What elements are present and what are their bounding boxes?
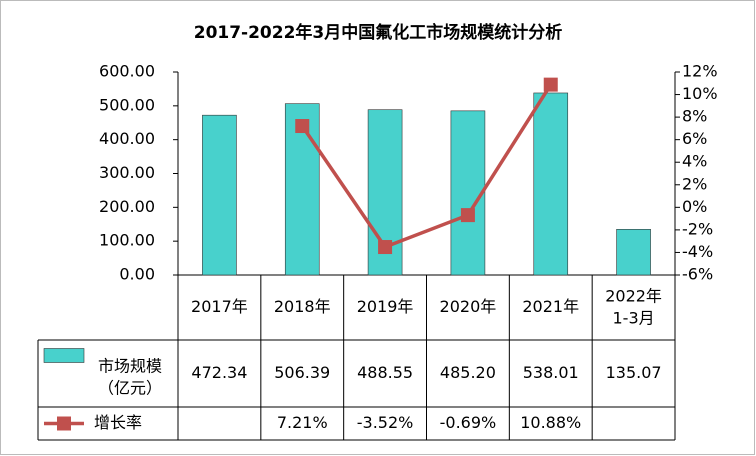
x-tick-label: 2022年 1-3月 xyxy=(605,286,662,327)
table-value: 135.07 xyxy=(606,363,662,382)
y2-tick-label: -6% xyxy=(682,265,713,284)
legend-label: 增长率 xyxy=(94,413,142,432)
y2-tick-label: 8% xyxy=(682,107,707,126)
marker xyxy=(295,119,310,134)
marker xyxy=(543,77,558,92)
legend-swatch xyxy=(57,416,71,431)
table-value: -3.52% xyxy=(357,413,414,432)
y-tick-label: 200.00 xyxy=(99,197,155,216)
x-tick-label: 2019年 xyxy=(357,297,414,316)
table-value: 7.21% xyxy=(277,413,328,432)
y-tick-label: 0.00 xyxy=(119,265,155,284)
y-tick-label: 500.00 xyxy=(99,95,155,114)
legend-swatch xyxy=(43,348,85,363)
x-tick-label: 2018年 xyxy=(274,297,331,316)
y2-tick-label: 6% xyxy=(682,129,707,148)
table-value: 472.34 xyxy=(191,363,247,382)
y2-tick-label: -2% xyxy=(682,219,713,238)
line xyxy=(300,83,553,250)
y2-tick-label: 12% xyxy=(682,62,718,81)
x-tick-label: 2020年 xyxy=(440,297,497,316)
marker xyxy=(378,240,393,255)
table-value: 485.20 xyxy=(440,363,496,382)
table-value: 506.39 xyxy=(274,363,330,382)
y-tick-label: 100.00 xyxy=(99,231,155,250)
y2-tick-label: -4% xyxy=(682,242,713,261)
bar xyxy=(202,114,237,276)
table-value: 10.88% xyxy=(520,413,581,432)
table-value: 538.01 xyxy=(523,363,579,382)
chart-title: 2017-2022年3月中国氟化工市场规模统计分析 xyxy=(194,22,563,43)
table-value: 488.55 xyxy=(357,363,413,382)
y2-tick-label: 4% xyxy=(682,152,707,171)
y-tick-label: 400.00 xyxy=(99,129,155,148)
bar xyxy=(533,92,569,276)
bar xyxy=(616,229,651,276)
y-tick-label: 600.00 xyxy=(99,62,155,81)
x-tick-label: 2021年 xyxy=(522,297,579,316)
y2-tick-label: 0% xyxy=(682,197,707,216)
bar xyxy=(450,110,486,276)
x-tick-label: 2017年 xyxy=(191,297,248,316)
marker xyxy=(460,208,475,223)
y2-tick-label: 10% xyxy=(682,84,718,103)
y-tick-label: 300.00 xyxy=(99,163,155,182)
table-value: -0.69% xyxy=(440,413,497,432)
legend-label: 市场规模（亿元） xyxy=(98,356,162,397)
y2-tick-label: 2% xyxy=(682,174,707,193)
